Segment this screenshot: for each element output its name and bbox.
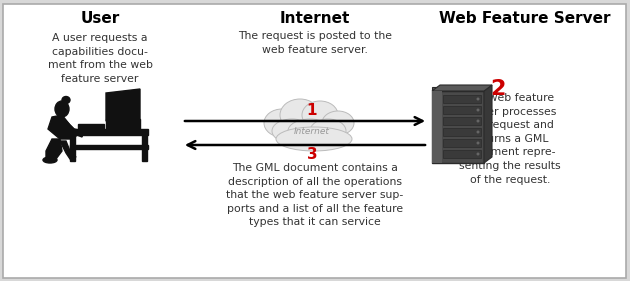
FancyBboxPatch shape	[443, 139, 481, 147]
Ellipse shape	[322, 111, 354, 135]
Text: Internet: Internet	[280, 11, 350, 26]
Ellipse shape	[476, 108, 479, 112]
Text: 3: 3	[307, 147, 318, 162]
FancyBboxPatch shape	[70, 129, 148, 135]
Polygon shape	[46, 139, 62, 159]
FancyBboxPatch shape	[443, 95, 481, 103]
Text: User: User	[81, 11, 120, 26]
Ellipse shape	[288, 119, 332, 143]
Ellipse shape	[264, 109, 300, 137]
Ellipse shape	[302, 101, 338, 129]
Ellipse shape	[476, 153, 479, 155]
Text: A user requests a
capabilities docu-
ment from the web
feature server: A user requests a capabilities docu- men…	[47, 33, 152, 84]
Ellipse shape	[476, 119, 479, 123]
FancyBboxPatch shape	[78, 124, 104, 129]
Text: 1: 1	[307, 103, 318, 118]
Ellipse shape	[43, 157, 57, 163]
Ellipse shape	[280, 99, 320, 131]
Text: Internet: Internet	[294, 126, 330, 135]
Polygon shape	[62, 121, 84, 137]
FancyBboxPatch shape	[443, 106, 481, 114]
Text: 2: 2	[490, 79, 506, 99]
FancyBboxPatch shape	[142, 133, 147, 161]
Ellipse shape	[276, 127, 352, 151]
Ellipse shape	[62, 96, 70, 103]
FancyBboxPatch shape	[443, 128, 481, 136]
FancyBboxPatch shape	[432, 91, 442, 163]
Ellipse shape	[476, 98, 479, 101]
Polygon shape	[484, 85, 492, 163]
Polygon shape	[48, 115, 78, 139]
Polygon shape	[60, 141, 76, 159]
FancyBboxPatch shape	[106, 119, 140, 129]
FancyBboxPatch shape	[432, 91, 484, 163]
Text: The web feature
server processes
the request and
returns a GML
document repre-
s: The web feature server processes the req…	[459, 93, 561, 185]
FancyBboxPatch shape	[3, 4, 626, 278]
Polygon shape	[432, 85, 492, 91]
Text: The request is posted to the
web feature server.: The request is posted to the web feature…	[238, 31, 392, 55]
Text: The GML document contains a
description of all the operations
that the web featu: The GML document contains a description …	[226, 163, 404, 227]
Ellipse shape	[272, 119, 312, 143]
Polygon shape	[106, 89, 140, 121]
FancyBboxPatch shape	[116, 121, 124, 129]
Ellipse shape	[476, 142, 479, 144]
Ellipse shape	[310, 119, 346, 143]
FancyBboxPatch shape	[70, 133, 75, 161]
Ellipse shape	[55, 101, 69, 117]
FancyBboxPatch shape	[432, 87, 484, 91]
FancyBboxPatch shape	[70, 145, 148, 149]
FancyBboxPatch shape	[443, 150, 481, 158]
Text: Web Feature Server: Web Feature Server	[439, 11, 610, 26]
FancyBboxPatch shape	[443, 117, 481, 125]
Ellipse shape	[476, 130, 479, 133]
